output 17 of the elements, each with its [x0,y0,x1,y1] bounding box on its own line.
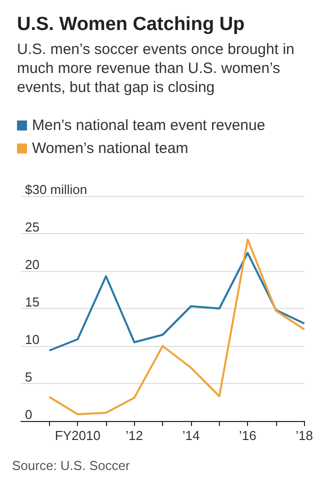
x-tick-label: ’12 [126,428,144,443]
y-tick-label: $30 million [25,182,88,197]
legend-label: Women’s national team [32,140,188,157]
x-tick-label: ’14 [182,428,200,443]
x-tick-label: FY2010 [54,428,100,443]
x-tick-label: ’18 [296,428,314,443]
y-tick-label: 0 [25,407,32,422]
y-tick-label: 25 [25,220,40,234]
source-note: Source: U.S. Soccer [12,458,130,473]
y-tick-label: 10 [25,332,40,347]
legend-label: Men’s national team event revenue [32,117,266,134]
chart-title: U.S. Women Catching Up [17,14,245,35]
y-tick-label: 15 [25,294,40,310]
chart-subtitle: U.S. men’s soccer events once brought in much more revenue than U.S. women’s events, but that gap is closing [17,41,299,96]
y-tick-label: 20 [25,257,40,272]
y-tick-label: 5 [25,370,32,384]
x-tick-label: ’16 [238,428,256,443]
